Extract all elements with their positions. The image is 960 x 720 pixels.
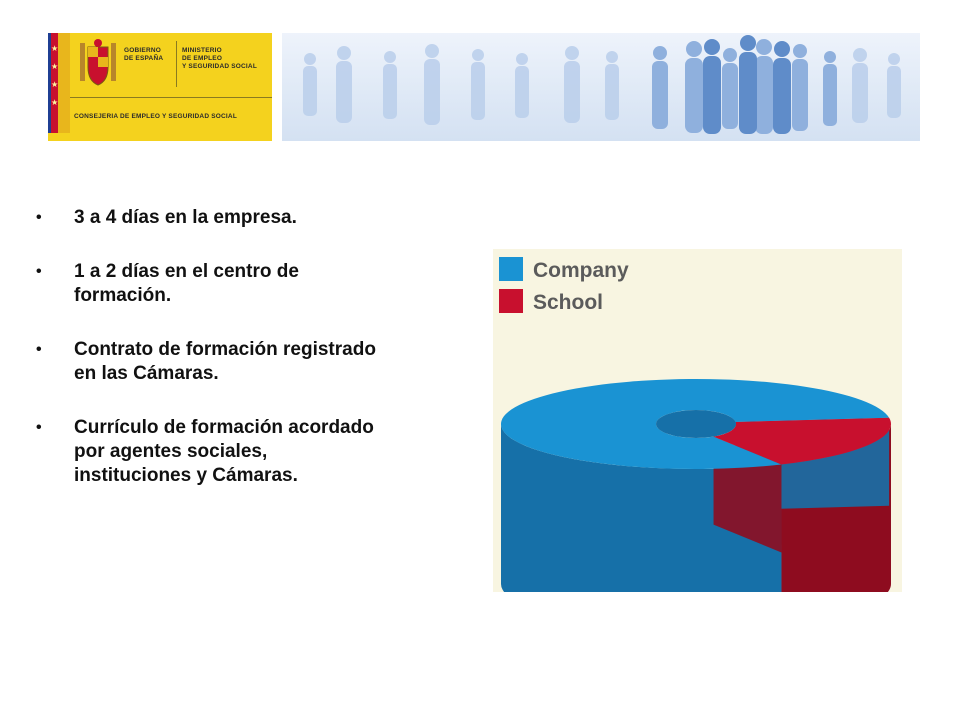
star-icon: ★	[51, 44, 59, 53]
gov-line-1: GOBIERNO	[124, 47, 161, 54]
star-icon: ★	[51, 98, 59, 107]
bullet-dot: •	[36, 419, 42, 436]
legend-swatch-company	[499, 257, 523, 281]
flag-yellow-stripe	[58, 33, 70, 133]
ministry-line-3: Y SEGURIDAD SOCIAL	[182, 63, 257, 70]
banner-gap	[272, 33, 282, 141]
bullet-text: 3 a 4 días en la empresa.	[74, 207, 297, 228]
bullet-item: • 1 a 2 días en el centro de formación.	[36, 260, 376, 308]
pie-side-company	[501, 424, 782, 592]
bullet-item: • Currículo de formación acordado por ag…	[36, 416, 376, 488]
logo-rule	[70, 97, 272, 98]
people-silhouettes-icon	[303, 35, 901, 134]
pie-chart: Company School	[499, 257, 891, 592]
legend-label-company: Company	[533, 259, 629, 282]
legend-label-school: School	[533, 291, 603, 314]
bullet-text: Currículo de formación acordado por agen…	[74, 417, 374, 486]
bullet-text: 1 a 2 días en el centro de formación.	[74, 261, 299, 306]
bullet-dot: •	[36, 209, 42, 226]
ministry-line-1: MINISTERIO	[182, 47, 222, 54]
star-icon: ★	[51, 62, 59, 71]
flag-red-stripe	[51, 33, 58, 133]
gov-line-2: DE ESPAÑA	[124, 55, 164, 62]
bullet-text: Contrato de formación registrado en las …	[74, 339, 376, 384]
legend-swatch-school	[499, 289, 523, 313]
bullet-item: • 3 a 4 días en la empresa.	[36, 206, 376, 230]
bullet-item: • Contrato de formación registrado en la…	[36, 338, 376, 386]
people-silhouettes-image	[282, 33, 920, 141]
ministry-line-2: DE EMPLEO	[182, 55, 223, 62]
bullet-dot: •	[36, 263, 42, 280]
government-logo-block: ★ ★ ★ ★ GOBIERNO DE ESPAÑA MINISTERIO DE EM…	[48, 33, 272, 141]
header-banner: ★ ★ ★ ★ GOBIERNO DE ESPAÑA MINISTERIO DE EM…	[48, 33, 920, 141]
coat-of-arms-icon	[80, 39, 116, 86]
logo-separator	[176, 41, 177, 87]
pie-slice-school	[713, 417, 891, 465]
eu-flag-strip: ★ ★ ★ ★	[48, 33, 70, 133]
bullet-dot: •	[36, 341, 42, 358]
pie-slice-company	[500, 379, 890, 469]
consejeria-label: CONSEJERIA DE EMPLEO Y SEGURIDAD SOCIAL	[74, 113, 237, 120]
star-icon: ★	[51, 80, 59, 89]
pie-chart-panel: Company School	[493, 249, 902, 592]
bullet-list: • 3 a 4 días en la empresa. • 1 a 2 días…	[36, 206, 376, 518]
pie-hole	[656, 410, 736, 438]
